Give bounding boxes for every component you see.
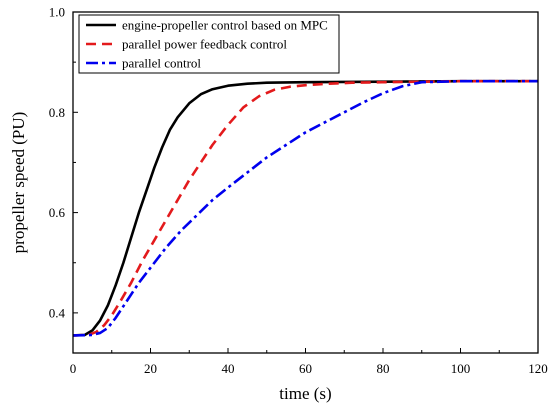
series-line-1 [72, 79, 538, 337]
legend-entry: parallel power feedback control [122, 37, 287, 52]
legend-entry: engine-propeller control based on MPC [122, 18, 328, 33]
x-tick-label: 0 [70, 361, 77, 376]
series-line-2 [72, 79, 538, 337]
y-tick-label: 0.8 [49, 105, 65, 120]
legend: engine-propeller control based on MPC par… [78, 14, 340, 74]
x-axis: 0 20 40 60 80 100 120 [70, 348, 548, 376]
y-tick-label: 0.6 [49, 205, 66, 220]
plot-lines [72, 79, 538, 337]
x-axis-label: time (s) [279, 384, 331, 403]
legend-box [78, 14, 340, 74]
legend-entry: parallel control [122, 56, 201, 71]
y-axis-label: propeller speed (PU) [9, 112, 28, 254]
series-line-3 [72, 79, 538, 337]
x-tick-label: 80 [377, 361, 390, 376]
y-tick-label: 0.4 [49, 305, 66, 320]
x-tick-label: 100 [451, 361, 471, 376]
x-tick-label: 60 [299, 361, 312, 376]
y-axis: 0.4 0.6 0.8 1.0 [49, 5, 78, 320]
x-tick-label: 120 [528, 361, 548, 376]
y-tick-label: 1.0 [49, 5, 65, 20]
x-tick-label: 20 [144, 361, 157, 376]
x-tick-label: 40 [222, 361, 235, 376]
